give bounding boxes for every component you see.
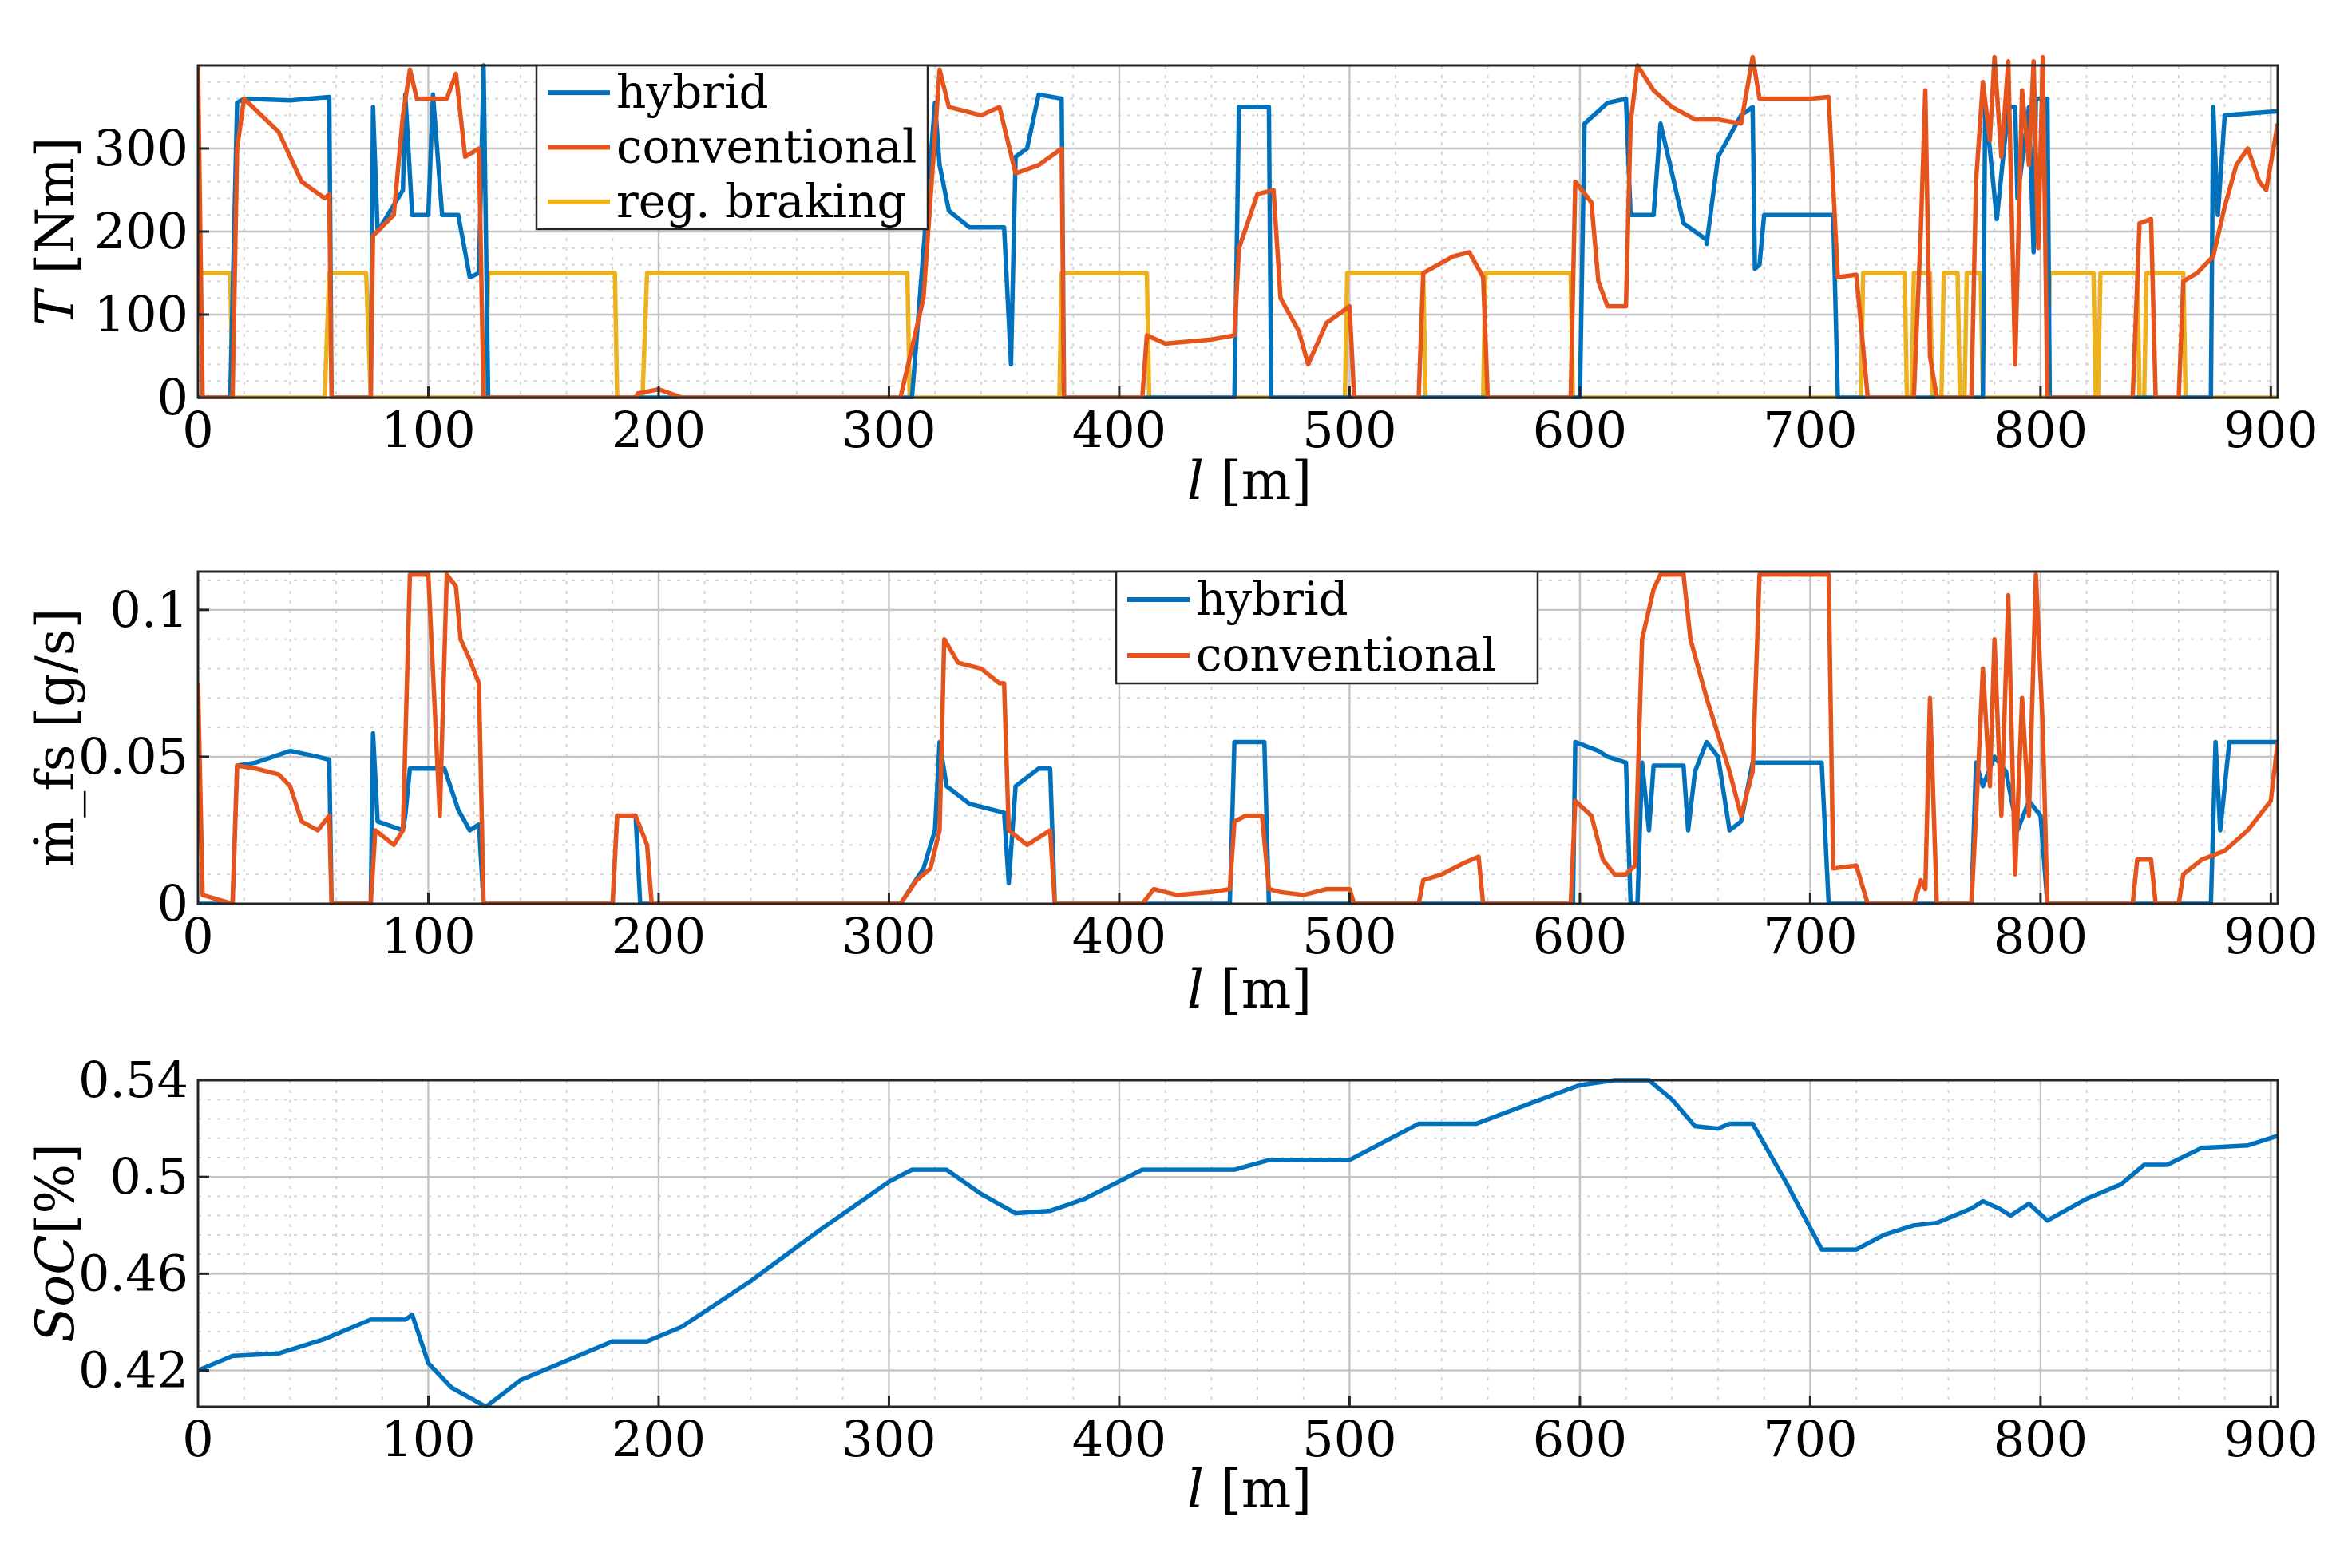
y-tick-label: 0: [157, 368, 188, 426]
torque-chart: 0 100 200 300 400 500 600 700 800 900 0 100 200 300 l …: [25, 54, 2318, 512]
y-tick-label: 0.42: [78, 1341, 188, 1400]
x-tick-label: 700: [1763, 907, 1857, 965]
x-tick-label: 100: [381, 1410, 475, 1468]
fuel-rate-chart: 0 100 200 300 400 500 600 700 800 900 0 0.05 0.1 l [m…: [25, 570, 2318, 1020]
x-tick-label: 800: [1994, 1410, 2088, 1468]
x-tick-label: 400: [1072, 401, 1166, 459]
series-line-conventional: [198, 572, 2278, 905]
x-tick-label: 300: [841, 907, 936, 965]
x-tick-label: 0: [182, 1410, 213, 1468]
x-axis-label: l [m]: [1187, 1459, 1312, 1520]
grid: [196, 1079, 2278, 1407]
x-axis-label: l [m]: [1187, 959, 1312, 1020]
x-tick-label: 800: [1994, 401, 2088, 459]
soc-chart: 0 100 200 300 400 500 600 700 800 900 0.42 0.46 0.5 0…: [25, 1051, 2318, 1520]
y-tick-label: 0.05: [78, 727, 188, 786]
y-tick-label: 100: [94, 285, 188, 343]
series-line-hybrid: [198, 63, 2278, 399]
x-tick-label: 600: [1533, 907, 1627, 965]
y-tick-label: 300: [94, 119, 188, 177]
x-tick-label: 700: [1763, 1410, 1857, 1468]
x-tick-label: 500: [1302, 907, 1396, 965]
x-tick-label: 500: [1302, 1410, 1396, 1468]
legend-box: [1115, 570, 1539, 685]
x-tick-label: 200: [612, 907, 706, 965]
legend-label: conventional: [1196, 628, 1496, 682]
x-tick-label: 600: [1533, 1410, 1627, 1468]
y-axis-label: T [Nm]: [25, 137, 86, 327]
legend-label: hybrid: [616, 65, 769, 119]
x-tick-label: 0: [182, 907, 213, 965]
series-group: [198, 1078, 2278, 1408]
x-tick-label: 900: [2223, 401, 2318, 459]
y-tick-label: 0.46: [78, 1244, 188, 1302]
series-line-conventional: [198, 54, 2278, 399]
axes-box: [196, 1079, 2279, 1408]
series-line-soc: [198, 1078, 2278, 1408]
x-tick-label: 400: [1072, 907, 1166, 965]
x-tick-label: 900: [2223, 907, 2318, 965]
x-tick-label: 100: [381, 401, 475, 459]
x-tick-label: 0: [182, 401, 213, 459]
x-tick-label: 400: [1072, 1410, 1166, 1468]
x-tick-label: 800: [1994, 907, 2088, 965]
x-tick-label: 200: [612, 1410, 706, 1468]
y-axis-label: SoC[%]: [25, 1143, 86, 1343]
x-tick-label: 900: [2223, 1410, 2318, 1468]
x-tick-label: 500: [1302, 401, 1396, 459]
legend-label: conventional: [616, 120, 917, 174]
y-tick-label: 0: [157, 874, 188, 932]
x-axis-label: l [m]: [1187, 450, 1312, 512]
y-axis-label: ṁ_fs [g/s]: [25, 608, 86, 868]
series-group: [198, 572, 2278, 905]
legend-label: reg. braking: [616, 174, 907, 228]
x-tick-label: 300: [841, 401, 936, 459]
x-tick-label: 300: [841, 1410, 936, 1468]
series-group: [198, 54, 2278, 399]
y-tick-label: 0.5: [109, 1147, 188, 1206]
x-tick-label: 200: [612, 401, 706, 459]
x-tick-label: 100: [381, 907, 475, 965]
x-tick-label: 600: [1533, 401, 1627, 459]
y-tick-label: 0.54: [78, 1051, 188, 1109]
legend-label: hybrid: [1196, 572, 1348, 626]
y-tick-label: 200: [94, 202, 188, 260]
x-tick-label: 700: [1763, 401, 1857, 459]
y-tick-label: 0.1: [109, 580, 188, 639]
